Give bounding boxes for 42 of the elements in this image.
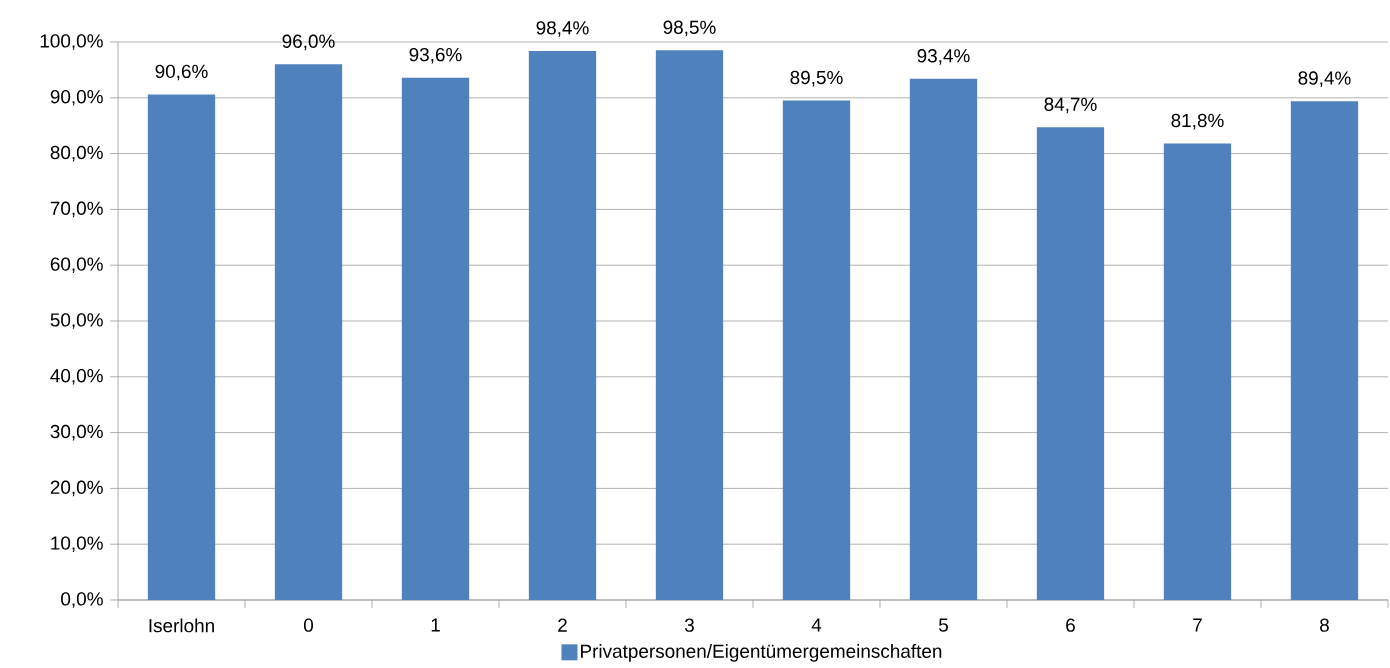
x-tick-label: 4 xyxy=(811,618,822,632)
y-tick-label: 100,0% xyxy=(40,34,103,50)
data-label: 89,5% xyxy=(790,70,843,87)
data-label: 93,4% xyxy=(917,49,970,65)
bar xyxy=(909,78,978,600)
bar xyxy=(1290,101,1359,600)
y-tick-label: 80,0% xyxy=(50,145,103,162)
x-tick-label: 2 xyxy=(558,618,567,632)
bar xyxy=(782,100,851,600)
bar xyxy=(1163,143,1232,600)
bar xyxy=(401,77,470,600)
x-tick-label: 3 xyxy=(684,618,694,632)
x-tick-label: Iserlohn xyxy=(149,618,214,633)
data-label: 98,5% xyxy=(663,20,716,37)
bar xyxy=(274,64,343,600)
y-tick-label: 10,0% xyxy=(51,536,103,553)
y-tick-label: 90,0% xyxy=(50,89,103,106)
x-tick-label: 0 xyxy=(303,618,314,632)
data-label: 96,0% xyxy=(282,34,335,51)
y-tick-label: 60,0% xyxy=(50,257,103,274)
x-tick-label: 6 xyxy=(1066,618,1075,632)
y-tick-label: 50,0% xyxy=(50,313,103,329)
bar xyxy=(1036,127,1105,600)
data-label: 84,7% xyxy=(1044,97,1097,114)
y-tick-label: 20,0% xyxy=(50,480,103,497)
x-tick-label: 5 xyxy=(938,618,948,632)
data-label: 98,4% xyxy=(536,21,589,37)
data-label: 93,6% xyxy=(409,47,462,64)
data-label: 90,6% xyxy=(155,64,208,81)
x-tick-label: 8 xyxy=(1320,618,1329,632)
x-tick-label: 1 xyxy=(431,618,440,632)
y-tick-label: 30,0% xyxy=(50,424,103,441)
legend-label: Privatpersonen/Eigentümergemeinschaften xyxy=(581,644,942,662)
bar xyxy=(147,94,216,600)
data-label: 81,8% xyxy=(1171,113,1224,130)
y-tick-label: 40,0% xyxy=(50,368,103,385)
x-tick-label: 7 xyxy=(1193,618,1202,632)
y-tick-label: 70,0% xyxy=(50,201,103,218)
y-tick-label: 0,0% xyxy=(61,592,103,608)
bar xyxy=(655,50,724,600)
data-label: 89,4% xyxy=(1298,71,1351,87)
bar xyxy=(528,50,597,600)
